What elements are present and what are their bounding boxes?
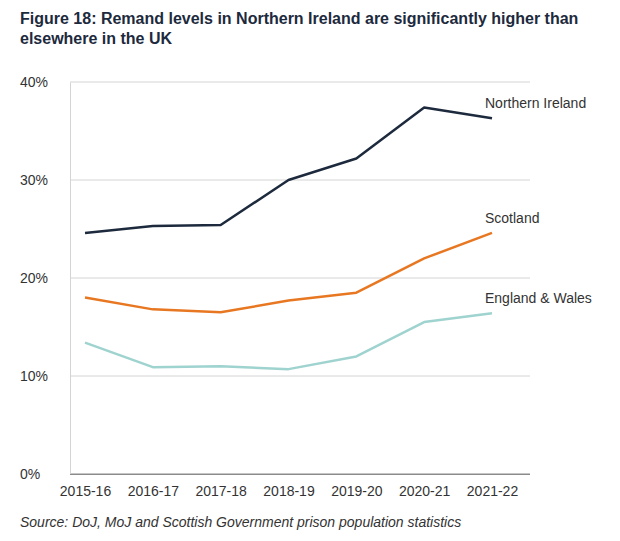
- y-tick: 30%: [20, 172, 70, 188]
- x-tick: 2018-19: [263, 474, 315, 499]
- x-tick-label: 2018-19: [263, 483, 315, 499]
- x-tick: 2021-22: [467, 474, 519, 499]
- x-tick-label: 2020-21: [399, 483, 451, 499]
- source: Source: DoJ, MoJ and Scottish Government…: [20, 514, 461, 530]
- y-tick-label: 40%: [20, 74, 48, 90]
- y-tick-label: 30%: [20, 172, 48, 188]
- x-tick: 2016-17: [128, 474, 180, 499]
- y-axis-line: [70, 83, 71, 475]
- grid-line: [70, 180, 530, 181]
- x-tick: 2019-20: [331, 474, 383, 499]
- x-tick: 2020-21: [399, 474, 451, 499]
- x-tick: 2017-18: [195, 474, 247, 499]
- grid-line: [70, 376, 530, 377]
- series-label: Northern Ireland: [485, 95, 586, 111]
- y-tick: 20%: [20, 270, 70, 286]
- series-line: [85, 233, 492, 312]
- x-axis-line: [70, 474, 530, 475]
- y-tick: 10%: [20, 368, 70, 384]
- x-tick-label: 2017-18: [195, 483, 247, 499]
- chart: Figure 18: Remand levels in Northern Ire…: [0, 0, 620, 541]
- grid-line: [70, 82, 530, 83]
- x-axis: 2015-16 2016-17 2017-18 2018-19 2019-20 2020-…: [60, 474, 530, 499]
- x-tick-label: 2016-17: [128, 483, 180, 499]
- x-tick-label: 2019-20: [331, 483, 383, 499]
- y-tick-label: 20%: [20, 270, 48, 286]
- series-label: Scotland: [485, 210, 539, 226]
- series-label: England & Wales: [485, 290, 592, 306]
- lines: [85, 107, 492, 369]
- x-tick-label: 2021-22: [467, 483, 519, 499]
- x-tick: 2015-16: [60, 474, 112, 499]
- x-tick-label: 2015-16: [60, 483, 112, 499]
- y-tick: 0%: [20, 466, 70, 482]
- y-tick-label: 0%: [20, 466, 40, 482]
- y-tick: 40%: [20, 74, 70, 90]
- y-tick-label: 10%: [20, 368, 48, 384]
- grid: [70, 82, 530, 474]
- series-labels: Northern Ireland Scotland England & Wales: [485, 95, 592, 306]
- series-line: [85, 313, 492, 369]
- y-axis: 0% 10% 20% 30% 40%: [20, 74, 71, 482]
- series-line: [85, 107, 492, 232]
- grid-line: [70, 474, 530, 475]
- grid-line: [70, 278, 530, 279]
- title: Figure 18: Remand levels in Northern Ire…: [20, 10, 578, 47]
